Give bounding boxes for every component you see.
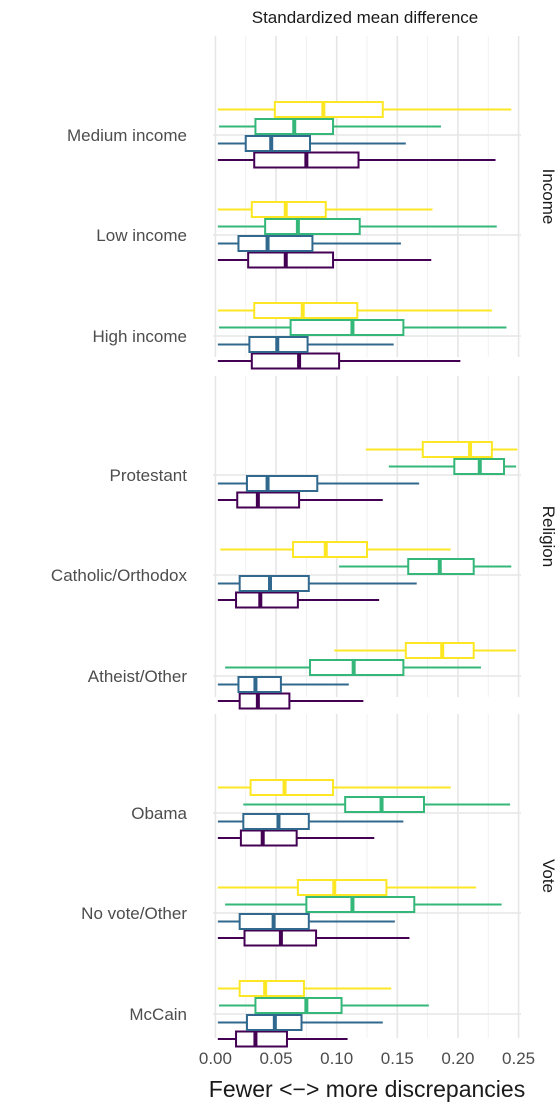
box-iqr — [236, 491, 301, 509]
box-mark — [220, 541, 451, 558]
box-iqr — [238, 692, 291, 710]
x-axis-label: Fewer <−> more discrepancies — [209, 1076, 525, 1102]
box-iqr — [264, 218, 361, 235]
box-mark — [217, 475, 420, 492]
box-mark — [217, 218, 497, 235]
box-mark — [217, 151, 496, 169]
facet-panel: Vote Obama No vote/Other McCain — [81, 714, 557, 1048]
box-iqr — [237, 235, 314, 252]
x-tick-label: 0.10 — [320, 1049, 353, 1068]
box-iqr — [344, 796, 425, 813]
box-mark — [243, 796, 511, 813]
box-mark — [219, 997, 429, 1014]
box-mark — [217, 591, 380, 609]
box-mark — [217, 929, 410, 947]
box-mark — [219, 319, 507, 336]
box-mark — [225, 896, 502, 913]
group-label: McCain — [129, 1005, 187, 1024]
box-mark — [217, 692, 364, 710]
box-mark — [365, 441, 518, 458]
box-mark — [217, 235, 401, 252]
x-tick-label: 0.20 — [441, 1049, 474, 1068]
facet-panel: Income Medium income Low income High income — [67, 36, 557, 370]
box-mark — [217, 829, 375, 847]
box-mark — [219, 118, 441, 135]
box-iqr — [239, 829, 298, 847]
box-mark — [217, 1030, 348, 1048]
chart-title: Standardized mean difference — [252, 8, 479, 27]
box-mark — [217, 135, 406, 152]
group-label: Catholic/Orthodox — [51, 566, 188, 585]
box-iqr — [404, 642, 475, 659]
box-mark — [217, 302, 492, 319]
box-mark — [217, 813, 404, 830]
box-mark — [217, 491, 383, 509]
group-label: Atheist/Other — [88, 667, 188, 686]
box-iqr — [250, 201, 327, 218]
group-label: Protestant — [110, 466, 188, 485]
box-mark — [217, 980, 392, 997]
facet-strip-label: Income — [539, 169, 557, 225]
group-label: Medium income — [67, 126, 187, 145]
group-label: Obama — [131, 804, 187, 823]
box-iqr — [238, 575, 310, 592]
box-mark — [217, 201, 433, 218]
box-iqr — [253, 302, 359, 319]
box-mark — [217, 336, 394, 353]
box-iqr — [305, 896, 416, 913]
box-mark — [217, 779, 451, 796]
box-mark — [334, 642, 517, 659]
x-tick-label: 0.00 — [199, 1049, 232, 1068]
box-iqr — [245, 475, 319, 492]
box-iqr — [250, 352, 341, 370]
x-tick-label: 0.15 — [381, 1049, 414, 1068]
box-iqr — [289, 319, 405, 336]
box-iqr — [273, 101, 384, 118]
box-iqr — [309, 659, 405, 676]
box-iqr — [235, 1030, 288, 1048]
x-axis-ticks: 0.00 0.05 0.10 0.15 0.20 0.25 — [199, 1049, 535, 1068]
box-iqr — [296, 879, 388, 896]
group-label: Low income — [96, 226, 187, 245]
box-iqr — [421, 441, 493, 458]
box-mark — [217, 352, 461, 370]
box-mark — [217, 913, 395, 930]
box-mark — [217, 251, 432, 269]
box-mark — [217, 575, 417, 592]
box-iqr — [242, 813, 310, 830]
facet-strip-label: Religion — [539, 506, 557, 567]
box-iqr — [237, 676, 282, 693]
facet-panels: Income Medium income Low income High income… — [51, 36, 557, 1048]
box-iqr — [249, 779, 335, 796]
facet-strip-label: Vote — [539, 859, 557, 893]
x-tick-label: 0.05 — [260, 1049, 293, 1068]
facet-panel: Religion Protestant Catholic/Orthodox Athei… — [51, 376, 557, 710]
box-iqr — [254, 997, 343, 1014]
gridlines — [213, 376, 521, 697]
group-label: No vote/Other — [81, 904, 187, 923]
box-mark — [217, 1014, 383, 1031]
box-mark — [225, 659, 481, 676]
box-iqr — [244, 135, 312, 152]
box-mark — [388, 458, 517, 475]
box-mark — [339, 558, 512, 575]
box-mark — [217, 101, 512, 118]
box-iqr — [238, 980, 305, 997]
box-iqr — [247, 251, 335, 269]
box-mark — [217, 676, 349, 693]
box-iqr — [235, 591, 299, 609]
box-mark — [217, 879, 477, 896]
group-label: High income — [93, 327, 188, 346]
x-tick-label: 0.25 — [502, 1049, 535, 1068]
box-iqr — [292, 541, 368, 558]
